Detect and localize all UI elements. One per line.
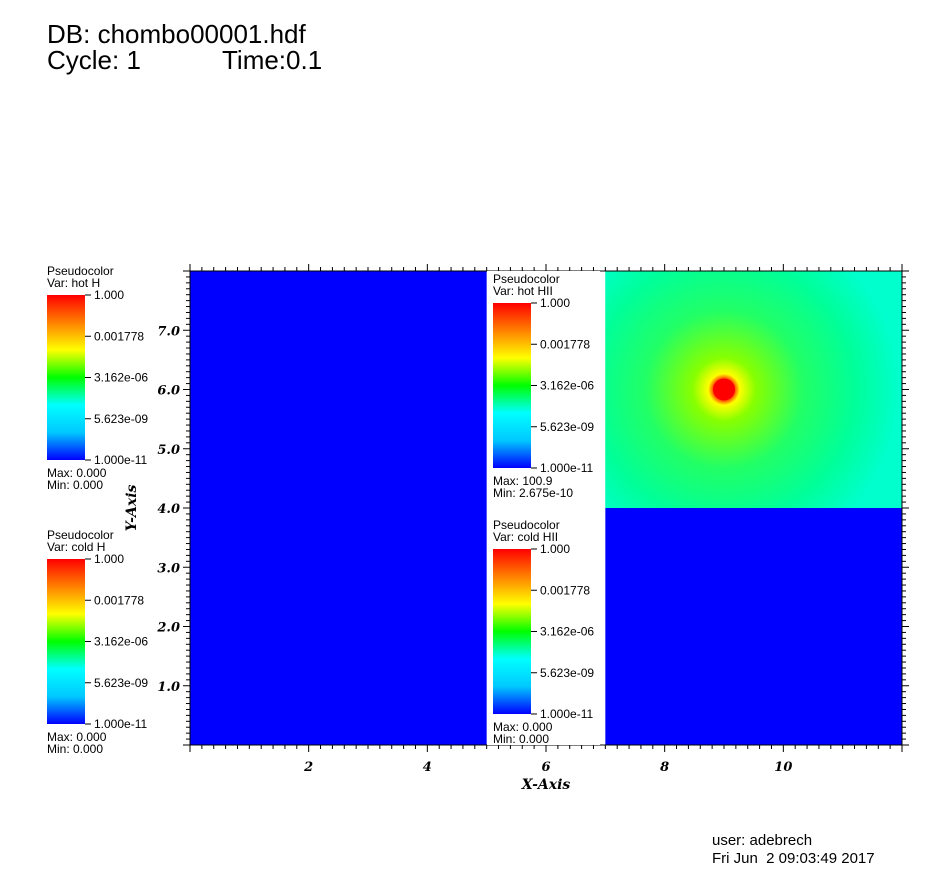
colorbar <box>47 295 85 460</box>
colorbar-tick-label: 1.000 <box>94 552 124 566</box>
colorbar-tick-label: 3.162e-06 <box>94 635 148 649</box>
x-tick-label: 6 <box>541 760 550 775</box>
legend-title: Pseudocolor <box>47 528 114 542</box>
colorbar <box>493 303 531 468</box>
legend-title: Pseudocolor <box>493 518 560 532</box>
colorbar <box>47 559 85 724</box>
hotspot-core <box>713 378 735 401</box>
legend-var: Var: hot HII <box>493 284 553 298</box>
x-tick-label: 4 <box>423 760 432 775</box>
legend-max: Max: 0.000 <box>47 730 107 744</box>
colorbar-tick-label: 1.000 <box>540 296 570 310</box>
x-tick-label: 10 <box>774 760 792 775</box>
legend-min: Min: 0.000 <box>47 742 103 756</box>
colorbar-tick-label: 5.623e-09 <box>540 420 594 434</box>
colorbar-tick-label: 5.623e-09 <box>94 676 148 690</box>
colorbar-tick-label: 1.000e-11 <box>540 461 593 475</box>
legend-var: Var: cold H <box>47 540 105 554</box>
y-tick-label: 2.0 <box>156 621 180 636</box>
colorbar-tick-label: 1.000 <box>540 542 570 556</box>
colorbar-tick-label: 1.000e-11 <box>540 707 593 721</box>
colorbar-tick-label: 0.001778 <box>540 583 590 597</box>
colorbar-tick-label: 1.000e-11 <box>94 453 147 467</box>
region-cold-hii <box>605 508 902 745</box>
x-axis-title: X-Axis <box>521 777 571 793</box>
legend-max: Max: 0.000 <box>47 466 107 480</box>
colorbar-tick-label: 0.001778 <box>540 337 590 351</box>
database-label: DB: chombo00001.hdf <box>47 19 306 49</box>
legend-var: Var: cold HII <box>493 530 558 544</box>
colorbar-tick-label: 0.001778 <box>94 593 144 607</box>
y-tick-label: 6.0 <box>157 384 180 399</box>
legend-min: Min: 2.675e-10 <box>493 486 573 500</box>
region-hot-h <box>190 271 487 745</box>
time-label: Time:0.1 <box>222 45 323 75</box>
colorbar-tick-label: 5.623e-09 <box>94 412 148 426</box>
colorbar <box>493 549 531 714</box>
x-tick-label: 8 <box>660 760 669 775</box>
legend-min: Min: 0.000 <box>493 732 549 746</box>
legend-title: Pseudocolor <box>47 264 114 278</box>
colorbar-tick-label: 3.162e-06 <box>540 625 594 639</box>
y-tick-label: 5.0 <box>157 443 180 458</box>
legend-title: Pseudocolor <box>493 272 560 286</box>
colorbar-tick-label: 3.162e-06 <box>94 371 148 385</box>
x-tick-label: 2 <box>303 760 313 775</box>
y-tick-label: 7.0 <box>157 324 180 339</box>
y-tick-label: 1.0 <box>157 680 180 695</box>
hotspot-glow <box>605 271 899 508</box>
colorbar-tick-label: 1.000 <box>94 288 124 302</box>
legend-min: Min: 0.000 <box>47 478 103 492</box>
y-tick-label: 3.0 <box>157 561 180 576</box>
cycle-label: Cycle: 1 <box>47 45 141 75</box>
date-label: Fri Jun 2 09:03:49 2017 <box>712 850 875 867</box>
y-axis-title: Y-Axis <box>124 484 140 531</box>
user-label: user: adebrech <box>712 832 813 849</box>
legend-max: Max: 100.9 <box>493 474 553 488</box>
y-tick-label: 4.0 <box>157 502 180 517</box>
legend-var: Var: hot H <box>47 276 100 290</box>
colorbar-tick-label: 5.623e-09 <box>540 666 594 680</box>
colorbar-tick-label: 3.162e-06 <box>540 379 594 393</box>
colorbar-tick-label: 1.000e-11 <box>94 717 147 731</box>
legend-max: Max: 0.000 <box>493 720 553 734</box>
colorbar-tick-label: 0.001778 <box>94 329 144 343</box>
